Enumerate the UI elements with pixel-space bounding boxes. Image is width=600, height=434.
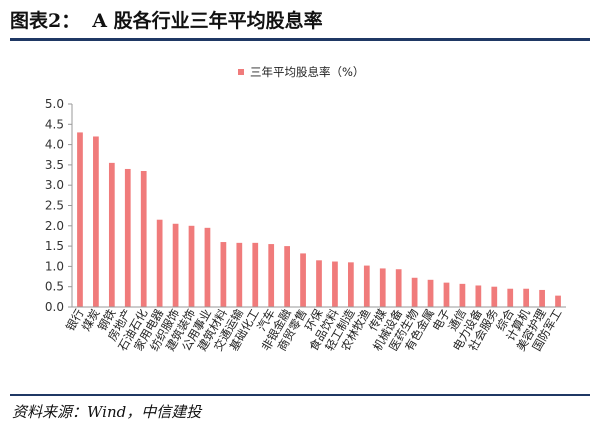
- bar: [348, 262, 354, 307]
- bar: [332, 261, 338, 307]
- y-tick-label: 3.5: [45, 158, 64, 172]
- bar: [140, 170, 147, 307]
- y-tick-label: 5.0: [45, 97, 64, 111]
- x-axis: 银行煤炭钢铁房地产石油石化家用电器纺织服饰建筑装饰公用事业建筑材料交通运输基础化…: [63, 306, 566, 353]
- chart-legend: 三年平均股息率（%）: [238, 65, 364, 79]
- figure-title: 图表2： A 股各行业三年平均股息率: [10, 4, 323, 38]
- bar: [172, 223, 179, 307]
- bar: [523, 288, 530, 307]
- bar: [124, 168, 131, 307]
- bar: [300, 253, 306, 307]
- y-tick-label: 0.0: [45, 300, 64, 314]
- y-tick-label: 1.5: [45, 239, 64, 253]
- bar: [363, 265, 370, 307]
- legend-swatch: [238, 69, 244, 75]
- y-axis: 0.0 0.5 1.0 1.5 2.0 2.5 3.0 3.5 4.0 4.5 5.0: [45, 97, 73, 314]
- y-tick-label: 0.5: [45, 280, 64, 294]
- y-tick-label: 3.0: [45, 178, 64, 192]
- bar: [77, 132, 83, 307]
- bar: [204, 227, 211, 307]
- y-tick-label: 2.0: [45, 219, 64, 233]
- y-tick-label: 1.0: [45, 259, 64, 273]
- bar: [188, 225, 195, 307]
- bar: [379, 268, 386, 307]
- bar: [411, 277, 418, 307]
- figure-number: 图表2：: [10, 10, 81, 32]
- source-note: 资料来源：Wind，中信建投: [12, 403, 202, 421]
- bar: [475, 285, 482, 307]
- bar: [395, 269, 402, 307]
- bar: [93, 136, 99, 307]
- bar-series: [77, 132, 561, 307]
- figure-title-text: A 股各行业三年平均股息率: [92, 10, 323, 32]
- bar: [284, 246, 290, 307]
- bar: [108, 162, 115, 307]
- bar: [491, 286, 498, 307]
- legend-label: 三年平均股息率（%）: [250, 65, 364, 79]
- bar: [268, 244, 275, 307]
- bar: [236, 242, 243, 307]
- bar: [459, 283, 466, 307]
- bar: [252, 242, 259, 307]
- source-divider: [10, 394, 590, 396]
- bar: [555, 295, 561, 307]
- bar: [156, 219, 163, 307]
- bar-chart: 三年平均股息率（%） 0.0 0.5 1.0 1.5 2.0 2.5 3.0 3.5 4.0 4.…: [45, 65, 566, 353]
- y-tick-label: 4.0: [45, 138, 64, 152]
- y-tick-label: 4.5: [45, 117, 64, 131]
- y-tick-label: 2.5: [45, 199, 64, 213]
- bar: [427, 279, 434, 307]
- bar: [443, 282, 450, 307]
- bar: [507, 288, 514, 307]
- bar: [220, 242, 227, 307]
- bar: [539, 289, 545, 307]
- title-divider: [10, 38, 590, 41]
- bar: [316, 260, 322, 307]
